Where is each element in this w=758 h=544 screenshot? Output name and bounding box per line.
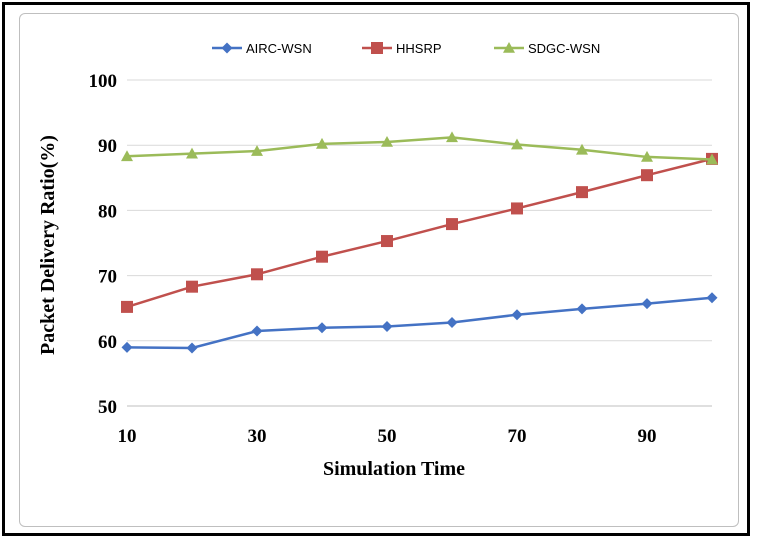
legend-item-airc-wsn: AIRC-WSN	[212, 41, 312, 56]
legend-label: SDGC-WSN	[528, 41, 600, 56]
legend-label: AIRC-WSN	[246, 41, 312, 56]
y-tick-label: 50	[98, 397, 117, 418]
data-point-sdgc-wsn	[511, 138, 523, 150]
legend-label: HHSRP	[396, 41, 442, 56]
x-tick-label: 90	[638, 426, 657, 447]
series-sdgc-wsn	[121, 131, 718, 165]
legend-item-sdgc-wsn: SDGC-WSN	[494, 41, 600, 56]
data-point-sdgc-wsn	[446, 131, 458, 143]
series-group	[121, 131, 718, 354]
gridlines	[127, 79, 712, 407]
data-point-hhsrp	[576, 186, 588, 199]
y-tick-label: 100	[89, 71, 118, 92]
y-tick-label: 60	[98, 332, 117, 353]
y-tick-label: 90	[98, 136, 117, 157]
chart-area-border	[19, 13, 739, 527]
legend: AIRC-WSN HHSRP SDGC-WSN	[212, 41, 600, 56]
x-tick-label: 10	[118, 426, 137, 447]
data-point-sdgc-wsn	[706, 153, 718, 165]
data-point-airc-wsn	[576, 303, 588, 315]
data-point-sdgc-wsn	[641, 150, 653, 162]
legend-swatch-marker	[221, 42, 233, 54]
legend-swatch-marker	[371, 42, 383, 54]
data-point-airc-wsn	[381, 320, 393, 332]
x-tick-labels: 10 30 50 70 90	[118, 426, 657, 447]
legend-item-hhsrp: HHSRP	[362, 41, 442, 56]
data-point-hhsrp	[641, 169, 653, 182]
data-point-airc-wsn	[706, 292, 718, 304]
data-point-airc-wsn	[251, 325, 263, 337]
data-point-airc-wsn	[186, 342, 198, 354]
y-axis-title: Packet Delivery Ratio(%)	[37, 135, 59, 355]
data-point-airc-wsn	[316, 322, 328, 334]
x-tick-label: 70	[508, 426, 527, 447]
x-tick-label: 30	[248, 426, 267, 447]
chart-frame	[2, 2, 750, 536]
data-point-airc-wsn	[121, 341, 133, 353]
data-point-hhsrp	[316, 250, 328, 263]
series-hhsrp	[121, 152, 718, 313]
data-point-airc-wsn	[446, 317, 458, 329]
data-point-sdgc-wsn	[186, 147, 198, 159]
x-tick-label: 50	[378, 426, 397, 447]
series-line-sdgc-wsn	[126, 136, 713, 161]
y-tick-label: 80	[98, 201, 117, 222]
data-point-sdgc-wsn	[121, 150, 133, 162]
data-point-hhsrp	[121, 300, 133, 313]
data-point-sdgc-wsn	[576, 143, 588, 155]
series-line-hhsrp	[126, 157, 713, 309]
series-airc-wsn	[121, 292, 718, 354]
data-point-sdgc-wsn	[316, 137, 328, 149]
data-point-airc-wsn	[641, 298, 653, 310]
data-point-hhsrp	[511, 202, 523, 215]
data-point-sdgc-wsn	[251, 145, 263, 156]
x-axis-title: Simulation Time	[323, 458, 465, 480]
data-point-airc-wsn	[511, 309, 523, 321]
y-tick-labels: 50 60 70 80 90 100	[89, 71, 118, 418]
data-point-sdgc-wsn	[381, 135, 393, 147]
y-tick-label: 70	[98, 267, 117, 288]
legend-swatch-marker	[503, 42, 515, 53]
data-point-hhsrp	[251, 268, 263, 281]
data-point-hhsrp	[381, 235, 393, 248]
data-point-hhsrp	[446, 218, 458, 231]
data-point-hhsrp	[186, 280, 198, 293]
series-line-airc-wsn	[126, 296, 713, 350]
